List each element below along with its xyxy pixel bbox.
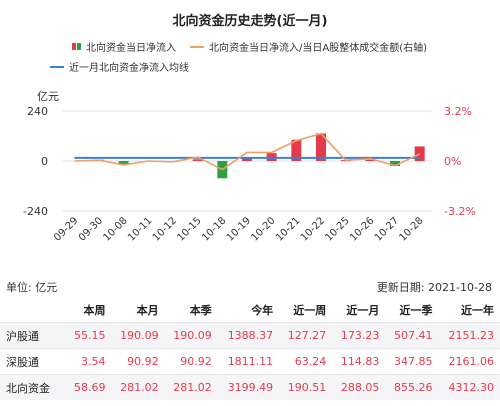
table-cell: 288.05 bbox=[332, 374, 386, 400]
update-date: 更新日期: 2021-10-28 bbox=[376, 281, 492, 294]
unit-label: 单位: 亿元 bbox=[6, 281, 58, 294]
table-cell: 190.09 bbox=[164, 322, 218, 349]
legend-net-inflow-label: 北向资金当日净流入 bbox=[86, 43, 176, 54]
legend-positive-swatch bbox=[72, 43, 76, 50]
x-tick-label: 10-21 bbox=[274, 215, 302, 243]
x-tick-label: 10-15 bbox=[175, 215, 203, 243]
table-cell: 190.51 bbox=[279, 374, 333, 400]
x-tick-label: 10-19 bbox=[225, 215, 253, 243]
table-cell: 507.41 bbox=[385, 322, 439, 349]
header-cell-this-year: 今年 bbox=[217, 298, 280, 323]
legend-average-swatch bbox=[50, 65, 64, 68]
table-cell: 2151.23 bbox=[438, 322, 500, 349]
right-tick-label: -3.2% bbox=[444, 205, 476, 218]
table-cell: 127.27 bbox=[279, 322, 333, 349]
x-tick-label: 10-25 bbox=[323, 215, 351, 243]
flow-bar bbox=[192, 159, 203, 161]
legend-row-1: 北向资金当日净流入 北向资金当日净流入/当日A股整体成交金额(右轴) bbox=[72, 39, 441, 54]
table-cell: 173.23 bbox=[332, 322, 386, 349]
header-cell-last-year: 近一年 bbox=[438, 298, 500, 323]
x-tick-label: 10-20 bbox=[249, 215, 277, 243]
left-axis-unit: 亿元 bbox=[37, 90, 59, 103]
legend-ratio-label: 北向资金当日净流入/当日A股整体成交金额(右轴) bbox=[209, 43, 428, 54]
x-tick-label: 10-18 bbox=[200, 215, 228, 243]
table-cell: 1388.37 bbox=[217, 322, 280, 349]
x-tick-label: 10-27 bbox=[373, 215, 401, 243]
left-tick-label: 0 bbox=[41, 155, 48, 168]
table-cell: 90.92 bbox=[111, 348, 165, 375]
x-tick-label: 09-30 bbox=[77, 215, 105, 243]
table-cell: 90.92 bbox=[164, 348, 218, 375]
x-tick-label: 10-12 bbox=[151, 215, 179, 243]
flow-bar bbox=[242, 157, 252, 161]
left-tick-label: -240 bbox=[23, 205, 48, 218]
table-cell: 281.02 bbox=[164, 374, 218, 400]
right-tick-label: 0% bbox=[444, 155, 461, 168]
header-cell-last-month: 近一月 bbox=[332, 298, 386, 323]
table-row: 沪股通 55.15 190.09 190.09 1388.37 127.27 1… bbox=[0, 322, 500, 349]
table-cell: 190.09 bbox=[111, 322, 165, 349]
table-cell: 2161.06 bbox=[438, 348, 500, 375]
x-tick-label: 10-26 bbox=[348, 215, 376, 243]
row-label: 深股通 bbox=[0, 348, 67, 375]
header-cell-this-week: 本周 bbox=[66, 298, 112, 323]
left-tick-label: 240 bbox=[27, 105, 48, 118]
table-cell: 58.69 bbox=[66, 374, 112, 400]
header-cell-this-quarter: 本季 bbox=[164, 298, 218, 323]
header-cell-this-month: 本月 bbox=[111, 298, 165, 323]
table-cell: 55.15 bbox=[66, 322, 112, 349]
x-tick-label: 10-22 bbox=[299, 215, 327, 243]
flow-bar bbox=[316, 133, 326, 161]
x-tick-label: 09-29 bbox=[52, 215, 80, 243]
x-tick-label: 10-08 bbox=[101, 215, 129, 243]
table-row: 深股通 3.54 90.92 90.92 1811.11 63.24 114.8… bbox=[0, 348, 500, 375]
table-cell: 114.83 bbox=[332, 348, 386, 375]
x-tick-label: 10-11 bbox=[126, 215, 154, 243]
x-tick-label: 10-28 bbox=[397, 215, 425, 243]
table-cell: 281.02 bbox=[111, 374, 165, 400]
legend-item-ratio[interactable]: 北向资金当日净流入/当日A股整体成交金额(右轴) bbox=[190, 39, 427, 54]
header-cell-corner bbox=[0, 298, 67, 323]
legend-negative-swatch bbox=[77, 43, 81, 50]
ratio-line bbox=[74, 132, 421, 171]
row-label: 沪股通 bbox=[0, 322, 67, 349]
flow-bar bbox=[118, 161, 129, 164]
table-cell: 855.26 bbox=[385, 374, 439, 400]
flow-bar bbox=[365, 159, 376, 161]
header-cell-last-quarter: 近一季 bbox=[385, 298, 439, 323]
flow-bar bbox=[414, 146, 425, 161]
table-row: 北向资金 58.69 281.02 281.02 3199.49 190.51 … bbox=[0, 374, 500, 400]
legend-average-label: 近一月北向资金净流入均线 bbox=[69, 63, 189, 74]
legend-item-net-inflow[interactable]: 北向资金当日净流入 bbox=[72, 39, 176, 54]
flow-bar bbox=[390, 161, 400, 166]
legend-row-2: 近一月北向资金净流入均线 bbox=[50, 59, 203, 74]
row-label: 北向资金 bbox=[0, 374, 67, 400]
north-bound-flow-chart: 2400-2403.2%0%-3.2%09-2909-3010-0810-111… bbox=[23, 105, 476, 244]
table-cell: 3199.49 bbox=[217, 374, 280, 400]
table-cell: 4312.30 bbox=[438, 374, 500, 400]
chart-title: 北向资金历史走势(近一月) bbox=[172, 14, 328, 29]
flow-summary-table: 本周 本月 本季 今年 近一周 近一月 近一季 近一年 沪股通 55.15 19… bbox=[0, 298, 500, 400]
legend-item-average[interactable]: 近一月北向资金净流入均线 bbox=[50, 59, 189, 74]
table-cell: 63.24 bbox=[279, 348, 333, 375]
flow-bar bbox=[291, 139, 302, 161]
table-cell: 347.85 bbox=[385, 348, 439, 375]
table-cell: 3.54 bbox=[66, 348, 112, 375]
legend-ratio-swatch bbox=[190, 45, 204, 48]
right-tick-label: 3.2% bbox=[444, 105, 472, 118]
table-header-row: 本周 本月 本季 今年 近一周 近一月 近一季 近一年 bbox=[0, 298, 500, 323]
header-cell-last-week: 近一周 bbox=[279, 298, 333, 323]
table-cell: 1811.11 bbox=[217, 348, 280, 375]
